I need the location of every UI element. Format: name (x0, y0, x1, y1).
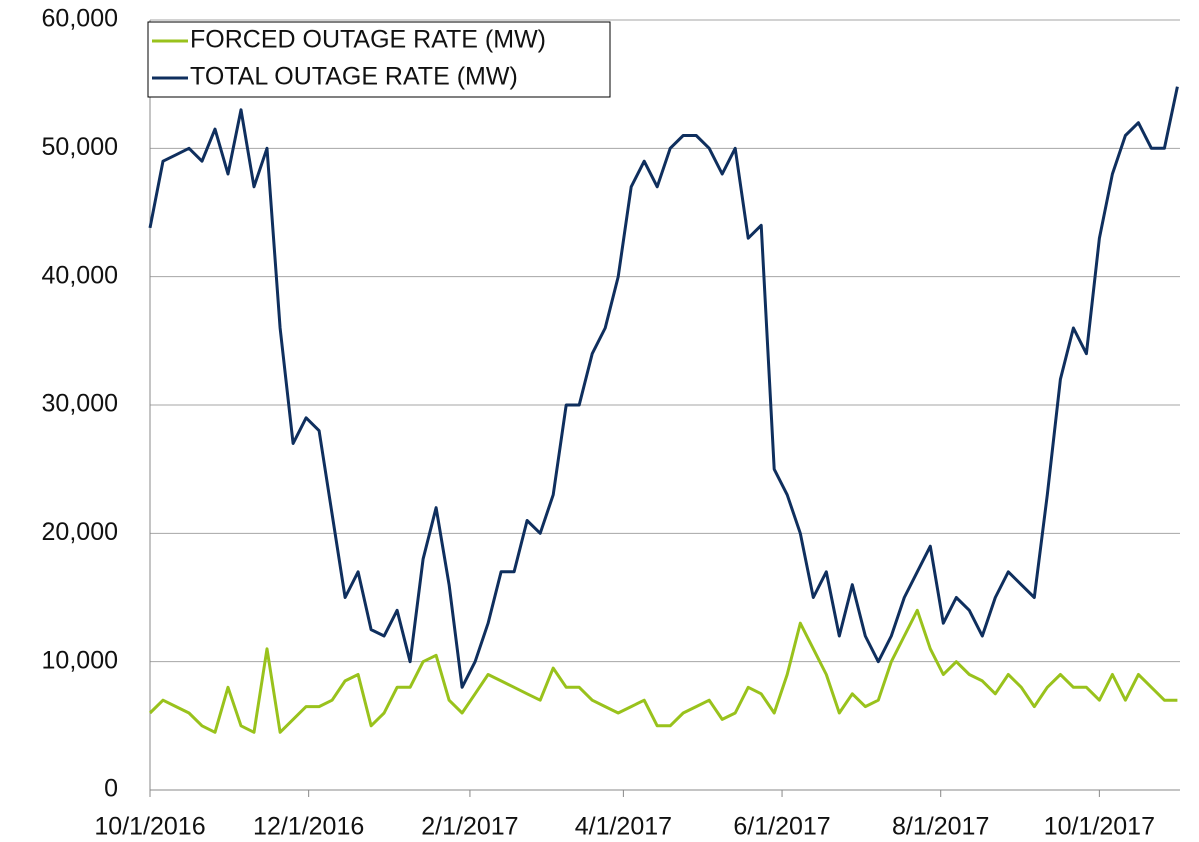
y-tick-label: 10,000 (42, 646, 118, 674)
x-tick-label: 2/1/2017 (421, 813, 518, 841)
y-tick-label: 30,000 (42, 390, 118, 418)
y-tick-label: 0 (104, 775, 118, 803)
x-tick-label: 10/1/2017 (1044, 813, 1155, 841)
y-tick-label: 20,000 (42, 518, 118, 546)
x-tick-label: 6/1/2017 (733, 813, 830, 841)
x-tick-label: 4/1/2017 (575, 813, 672, 841)
y-tick-label: 50,000 (42, 133, 118, 161)
x-tick-label: 10/1/2016 (94, 813, 205, 841)
legend-label: FORCED OUTAGE RATE (MW) (190, 26, 546, 54)
series-line (148, 608, 1178, 734)
x-tick-label: 8/1/2017 (892, 813, 989, 841)
legend-box (147, 21, 611, 98)
y-tick-label: 40,000 (42, 261, 118, 289)
y-tick-label: 60,000 (42, 5, 118, 33)
legend-label: TOTAL OUTAGE RATE (MW) (190, 63, 518, 91)
series-line (148, 86, 1179, 689)
x-tick-label: 12/1/2016 (253, 813, 364, 841)
